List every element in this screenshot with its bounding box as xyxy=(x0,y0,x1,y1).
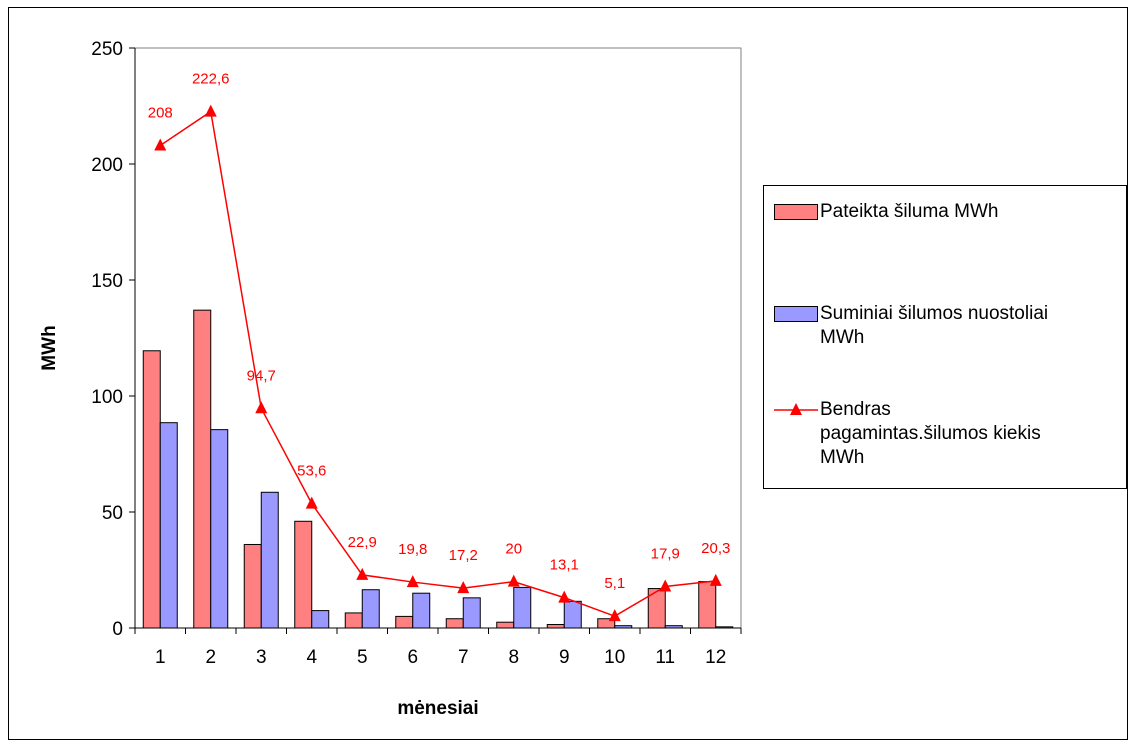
line-marker xyxy=(356,567,369,580)
legend-label-nuostoliai-line2: MWh xyxy=(820,327,865,348)
line-data-label: 22,9 xyxy=(348,534,377,551)
x-tick-label: 1 xyxy=(155,647,166,668)
legend-swatch-nuostoliai xyxy=(774,304,820,326)
bar-series1 xyxy=(344,612,363,629)
x-tick-label: 2 xyxy=(205,647,216,668)
line-marker xyxy=(507,574,520,587)
bar-series2 xyxy=(715,626,734,629)
legend-item-bendras: Bendras pagamintas.šilumos kiekis MWh xyxy=(774,398,1120,470)
line-data-label: 13,1 xyxy=(550,557,579,574)
line-data-label: 17,2 xyxy=(449,547,478,564)
bar-series2 xyxy=(210,429,229,629)
legend-label-nuostoliai-line1: Suminiai šilumos nuostoliai xyxy=(820,303,1049,324)
y-tick-label: 50 xyxy=(102,503,123,524)
line-data-label: 20 xyxy=(505,541,522,558)
legend-label-bendras-line2: pagamintas.šilumos kiekis xyxy=(820,423,1041,444)
line-data-label: 222,6 xyxy=(192,71,230,88)
bar-series2 xyxy=(664,625,683,629)
legend-swatch-bendras xyxy=(774,400,820,422)
bar-series1 xyxy=(193,309,212,629)
bar-series1 xyxy=(395,615,414,629)
legend-label-nuostoliai: Suminiai šilumos nuostoliai MWh xyxy=(820,302,1120,350)
line-marker xyxy=(659,579,672,592)
legend-item-nuostoliai: Suminiai šilumos nuostoliai MWh xyxy=(774,302,1120,350)
line-marker xyxy=(406,575,419,588)
x-tick-label: 3 xyxy=(256,647,267,668)
line-data-label: 17,9 xyxy=(651,545,680,562)
bar-series2 xyxy=(412,592,431,629)
x-tick-label: 12 xyxy=(705,647,726,668)
bar-series2 xyxy=(614,625,633,629)
legend-swatch-pateikta xyxy=(774,202,820,224)
x-tick-label: 10 xyxy=(604,647,625,668)
legend-label-bendras-line1: Bendras xyxy=(820,399,891,420)
line-data-label: 94,7 xyxy=(247,367,276,384)
line-marker xyxy=(305,496,318,509)
line-data-label: 20,3 xyxy=(701,540,730,557)
bar-series1 xyxy=(445,618,464,629)
bar-series2 xyxy=(462,597,481,629)
line-data-label: 19,8 xyxy=(398,541,427,558)
bar-series1 xyxy=(647,588,666,629)
line-marker xyxy=(608,609,621,622)
line-data-label: 5,1 xyxy=(604,575,625,592)
legend-line-marker xyxy=(774,403,818,415)
bar-series1 xyxy=(698,581,717,629)
x-tick-label: 5 xyxy=(357,647,368,668)
line-marker xyxy=(255,401,268,414)
x-tick-label: 4 xyxy=(306,647,317,668)
line-data-label: 208 xyxy=(148,104,173,121)
x-tick-label: 8 xyxy=(508,647,519,668)
bar-series2 xyxy=(260,491,279,629)
line-marker xyxy=(558,590,571,603)
bar-series2 xyxy=(563,600,582,629)
y-axis-title: MWh xyxy=(39,325,60,370)
bar-series1 xyxy=(243,543,262,629)
chart-legend: Pateikta šiluma MWh Suminiai šilumos nuo… xyxy=(763,185,1127,489)
legend-label-bendras: Bendras pagamintas.šilumos kiekis MWh xyxy=(820,398,1120,470)
x-tick-label: 6 xyxy=(407,647,418,668)
bar-series1 xyxy=(597,618,616,629)
legend-label-bendras-line3: MWh xyxy=(820,447,865,468)
y-tick-label: 200 xyxy=(91,155,123,176)
y-tick-label: 250 xyxy=(91,39,123,60)
bar-series2 xyxy=(513,586,532,629)
bar-series2 xyxy=(311,610,330,629)
x-tick-label: 7 xyxy=(458,647,469,668)
line-series xyxy=(159,110,716,617)
y-tick-label: 0 xyxy=(112,619,123,640)
x-tick-label: 9 xyxy=(559,647,570,668)
line-data-label: 53,6 xyxy=(297,463,326,480)
bar-series1 xyxy=(142,350,161,629)
bar-series1 xyxy=(294,520,313,629)
x-axis-title: mėnesiai xyxy=(397,698,478,719)
bar-series2 xyxy=(361,589,380,629)
legend-label-pateikta: Pateikta šiluma MWh xyxy=(820,201,999,222)
line-marker xyxy=(457,581,470,594)
bar-series2 xyxy=(159,422,178,629)
legend-item-pateikta: Pateikta šiluma MWh xyxy=(774,200,1120,224)
y-tick-label: 150 xyxy=(91,271,123,292)
y-tick-label: 100 xyxy=(91,387,123,408)
bar-series1 xyxy=(496,621,515,629)
bar-series1 xyxy=(546,624,565,629)
line-marker xyxy=(154,138,167,151)
line-marker xyxy=(709,573,722,586)
line-marker xyxy=(204,104,217,117)
x-tick-label: 11 xyxy=(655,647,675,668)
